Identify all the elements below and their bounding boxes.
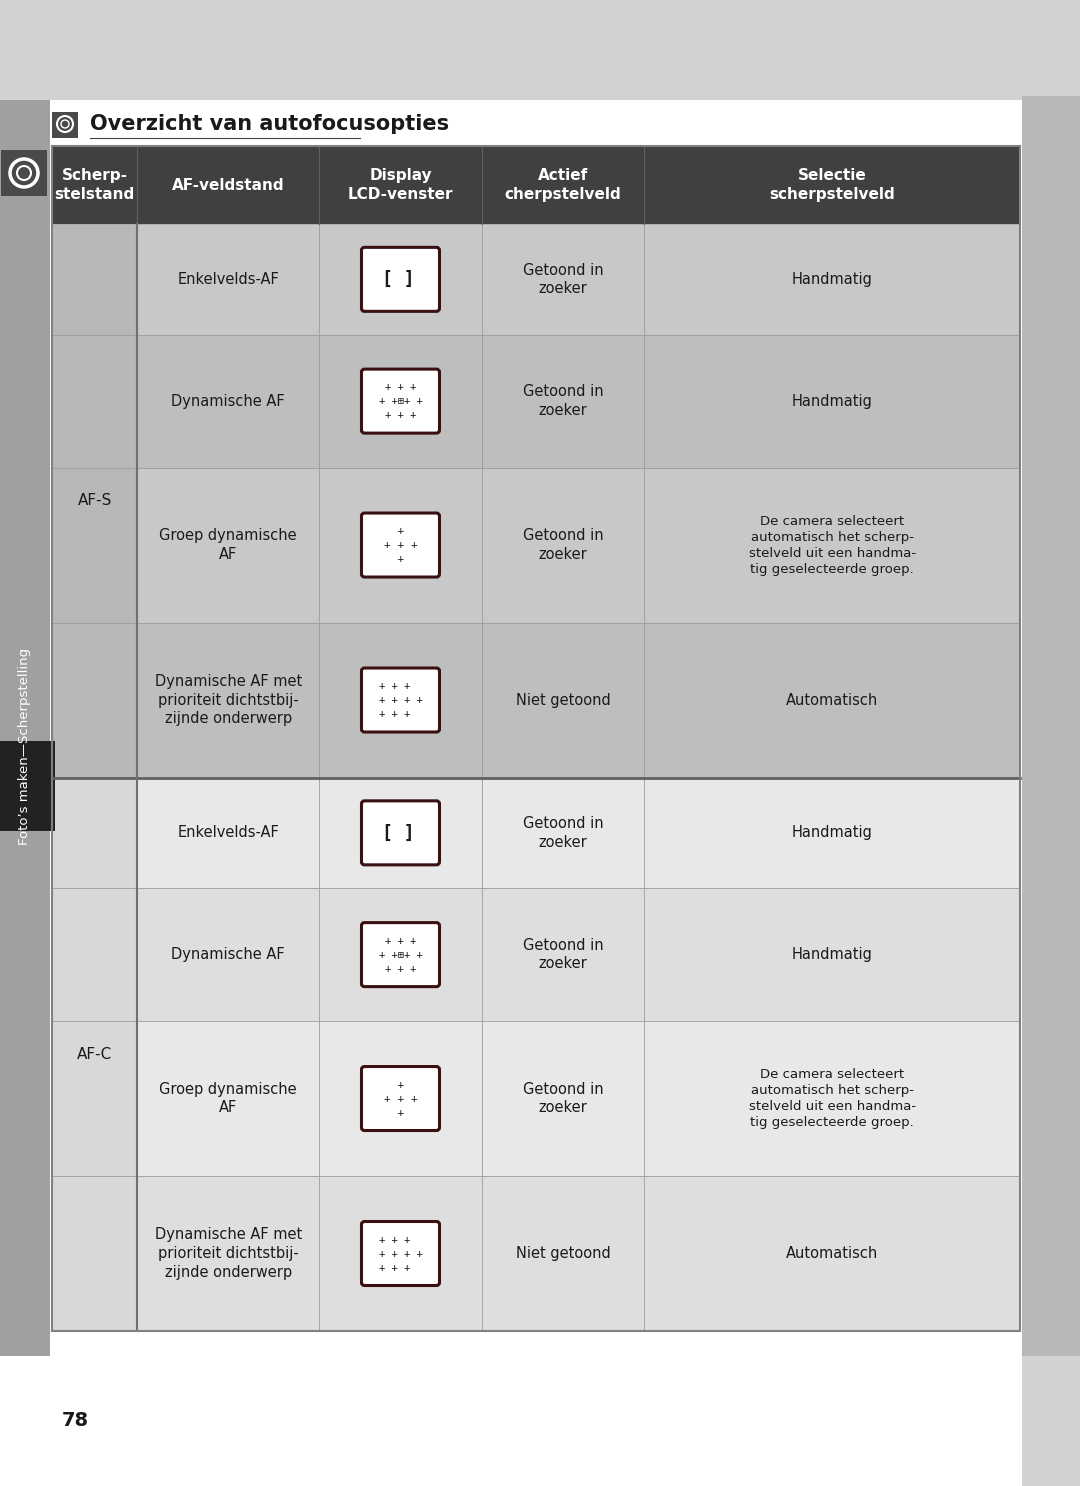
- Bar: [320, 1175, 482, 1331]
- Text: Getoond in
zoeker: Getoond in zoeker: [523, 816, 604, 850]
- Text: Enkelvelds-AF: Enkelvelds-AF: [177, 272, 279, 287]
- Bar: [482, 334, 645, 468]
- Text: Display
LCD-venster: Display LCD-venster: [348, 168, 454, 202]
- Text: Groep dynamische
AF: Groep dynamische AF: [160, 528, 297, 562]
- Text: Getoond in
zoeker: Getoond in zoeker: [523, 938, 604, 972]
- FancyBboxPatch shape: [362, 669, 440, 733]
- Bar: [645, 889, 1020, 1021]
- Bar: [0, 742, 55, 831]
- Text: Selectie
scherpstelveld: Selectie scherpstelveld: [769, 168, 895, 202]
- Text: Getoond in
zoeker: Getoond in zoeker: [523, 1082, 604, 1116]
- Text: Getoond in
zoeker: Getoond in zoeker: [523, 385, 604, 418]
- Bar: [482, 777, 645, 889]
- Bar: [52, 334, 137, 468]
- Bar: [1022, 97, 1080, 1357]
- Bar: [137, 777, 320, 889]
- Bar: [320, 777, 482, 889]
- Text: Dynamische AF: Dynamische AF: [172, 947, 285, 961]
- Bar: [137, 1175, 320, 1331]
- Text: Dynamische AF: Dynamische AF: [172, 394, 285, 409]
- Bar: [645, 623, 1020, 777]
- Text: [ ]: [ ]: [382, 270, 415, 288]
- Bar: [320, 334, 482, 468]
- Bar: [645, 1175, 1020, 1331]
- Bar: [52, 1175, 137, 1331]
- Text: Automatisch: Automatisch: [786, 692, 878, 707]
- Bar: [320, 623, 482, 777]
- Text: Foto’s maken—Scherpstelling: Foto’s maken—Scherpstelling: [18, 648, 31, 844]
- Text: + + +  
+ + + +
+ + +: + + + + + + + + + +: [379, 1235, 422, 1272]
- Bar: [52, 146, 1020, 224]
- FancyBboxPatch shape: [362, 369, 440, 432]
- Bar: [645, 468, 1020, 623]
- Bar: [482, 889, 645, 1021]
- Bar: [137, 334, 320, 468]
- Text: Getoond in
zoeker: Getoond in zoeker: [523, 263, 604, 296]
- Bar: [0, 0, 1080, 100]
- Bar: [137, 468, 320, 623]
- Text: 78: 78: [62, 1412, 90, 1431]
- Text: Automatisch: Automatisch: [786, 1245, 878, 1262]
- Text: + + +
+ +⊞+ +
+ + +: + + + + +⊞+ + + + +: [379, 936, 422, 973]
- FancyBboxPatch shape: [362, 1221, 440, 1285]
- Bar: [645, 334, 1020, 468]
- Bar: [137, 623, 320, 777]
- Bar: [320, 889, 482, 1021]
- Bar: [52, 623, 137, 777]
- Bar: [52, 889, 137, 1021]
- Text: Overzicht van autofocusopties: Overzicht van autofocusopties: [90, 114, 449, 134]
- FancyBboxPatch shape: [362, 247, 440, 312]
- Bar: [137, 224, 320, 334]
- Text: +  
+ + +
  +: + + + + +: [383, 526, 417, 565]
- Text: AF-S: AF-S: [78, 493, 111, 508]
- Text: Handmatig: Handmatig: [792, 394, 873, 409]
- FancyBboxPatch shape: [362, 923, 440, 987]
- Text: De camera selecteert
automatisch het scherp-
stelveld uit een handma-
tig gesele: De camera selecteert automatisch het sch…: [748, 514, 916, 575]
- Bar: [1, 150, 48, 196]
- Bar: [52, 777, 137, 889]
- Text: Handmatig: Handmatig: [792, 825, 873, 841]
- Text: + + +
+ +⊞+ +
+ + +: + + + + +⊞+ + + + +: [379, 382, 422, 421]
- Bar: [482, 623, 645, 777]
- Text: Enkelvelds-AF: Enkelvelds-AF: [177, 825, 279, 841]
- Text: Niet getoond: Niet getoond: [516, 1245, 610, 1262]
- FancyBboxPatch shape: [362, 801, 440, 865]
- Text: Scherp-
stelstand: Scherp- stelstand: [54, 168, 135, 202]
- Text: [ ]: [ ]: [382, 823, 415, 843]
- Bar: [320, 1021, 482, 1175]
- Bar: [1022, 1357, 1080, 1486]
- Text: Dynamische AF met
prioriteit dichtstbij-
zijnde onderwerp: Dynamische AF met prioriteit dichtstbij-…: [154, 1227, 301, 1279]
- Text: AF-veldstand: AF-veldstand: [172, 177, 284, 193]
- Bar: [320, 468, 482, 623]
- Bar: [137, 1021, 320, 1175]
- Text: De camera selecteert
automatisch het scherp-
stelveld uit een handma-
tig gesele: De camera selecteert automatisch het sch…: [748, 1068, 916, 1129]
- Bar: [52, 111, 78, 138]
- Bar: [52, 224, 137, 334]
- Text: Getoond in
zoeker: Getoond in zoeker: [523, 528, 604, 562]
- FancyBboxPatch shape: [362, 513, 440, 577]
- Text: AF-C: AF-C: [77, 1046, 112, 1062]
- Text: Handmatig: Handmatig: [792, 947, 873, 961]
- Bar: [482, 224, 645, 334]
- Bar: [645, 224, 1020, 334]
- Bar: [52, 468, 137, 623]
- Bar: [645, 777, 1020, 889]
- Bar: [52, 1021, 137, 1175]
- Bar: [482, 1175, 645, 1331]
- FancyBboxPatch shape: [362, 1067, 440, 1131]
- Text: Groep dynamische
AF: Groep dynamische AF: [160, 1082, 297, 1116]
- Bar: [52, 146, 1020, 1331]
- Bar: [482, 1021, 645, 1175]
- Text: +  
+ + +
  +: + + + + +: [383, 1079, 417, 1117]
- Bar: [320, 224, 482, 334]
- Text: Dynamische AF met
prioriteit dichtstbij-
zijnde onderwerp: Dynamische AF met prioriteit dichtstbij-…: [154, 675, 301, 727]
- Bar: [645, 1021, 1020, 1175]
- Text: Handmatig: Handmatig: [792, 272, 873, 287]
- Bar: [137, 889, 320, 1021]
- Bar: [482, 468, 645, 623]
- Text: + + +  
+ + + +
+ + +: + + + + + + + + + +: [379, 681, 422, 719]
- Text: Niet getoond: Niet getoond: [516, 692, 610, 707]
- Text: Actief
cherpstelveld: Actief cherpstelveld: [504, 168, 621, 202]
- Bar: [0, 100, 50, 1357]
